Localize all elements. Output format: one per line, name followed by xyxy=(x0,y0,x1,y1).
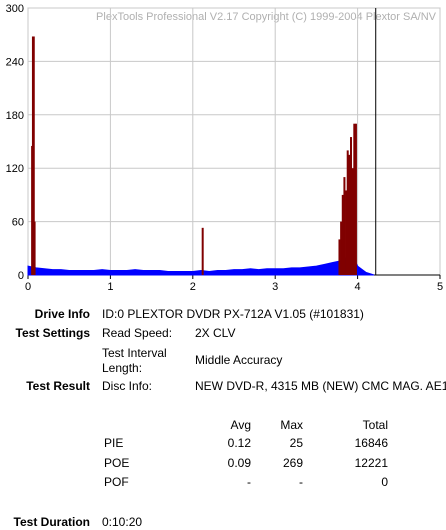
bar xyxy=(32,36,35,276)
bar xyxy=(340,221,343,275)
bar xyxy=(350,137,353,275)
x-tick-label: 5 xyxy=(437,281,443,293)
label: Test Settings xyxy=(15,326,90,340)
bar xyxy=(343,177,346,275)
x-tick-label: 3 xyxy=(272,281,278,293)
cell: 0.12 xyxy=(227,436,251,450)
bar xyxy=(353,123,356,275)
y-tick-label: 0 xyxy=(18,270,24,282)
bar xyxy=(354,123,357,275)
y-tick-label: 120 xyxy=(6,163,24,175)
column-header: Total xyxy=(362,418,388,432)
cell: 25 xyxy=(289,436,303,450)
bar xyxy=(33,221,36,275)
label: Read Speed: xyxy=(102,326,173,340)
chart: PlexTools Professional V2.17 Copyright (… xyxy=(6,3,443,293)
value: NEW DVD-R, 4315 MB (NEW) CMC MAG. AE1 xyxy=(195,379,446,393)
row-label: POE xyxy=(104,455,130,470)
value: 0:10:20 xyxy=(102,515,143,529)
x-tick-label: 0 xyxy=(25,281,31,293)
bar xyxy=(201,227,204,275)
bar xyxy=(341,194,344,275)
y-tick-label: 300 xyxy=(6,3,24,15)
x-tick-label: 1 xyxy=(107,281,113,293)
cell: 0 xyxy=(381,475,388,489)
x-tick-label: 2 xyxy=(190,281,196,293)
area xyxy=(27,254,375,276)
bar xyxy=(348,154,351,275)
watermark: PlexTools Professional V2.17 Copyright (… xyxy=(96,11,437,23)
column-header: Avg xyxy=(230,418,251,432)
value: ID:0 PLEXTOR DVDR PX-712A V1.05 (#101831… xyxy=(102,307,364,321)
cell: 16846 xyxy=(354,436,388,450)
plot-area xyxy=(27,7,441,276)
x-tick-label: 4 xyxy=(355,281,361,293)
y-tick-label: 180 xyxy=(6,110,24,122)
cell: - xyxy=(299,475,303,489)
value: 2X CLV xyxy=(195,326,236,340)
label: Drive Info xyxy=(34,307,90,321)
cell: 12221 xyxy=(354,455,388,470)
label: Test Duration xyxy=(13,515,90,529)
row-label: PIE xyxy=(104,436,124,450)
cell: - xyxy=(247,475,251,489)
y-tick-label: 240 xyxy=(6,56,24,68)
column-header: Max xyxy=(280,418,303,432)
label: Test Result xyxy=(26,379,90,393)
bar xyxy=(351,168,354,275)
label: Test Interval Length: xyxy=(102,346,167,375)
cell: 0.09 xyxy=(227,455,251,470)
y-tick-label: 60 xyxy=(12,217,24,229)
label: Disc Info: xyxy=(102,379,153,393)
bar xyxy=(338,239,341,275)
cell: 269 xyxy=(282,455,303,470)
value: Middle Accuracy xyxy=(195,353,283,367)
bar xyxy=(346,150,349,275)
bar xyxy=(345,190,348,275)
row-label: POF xyxy=(104,475,129,489)
